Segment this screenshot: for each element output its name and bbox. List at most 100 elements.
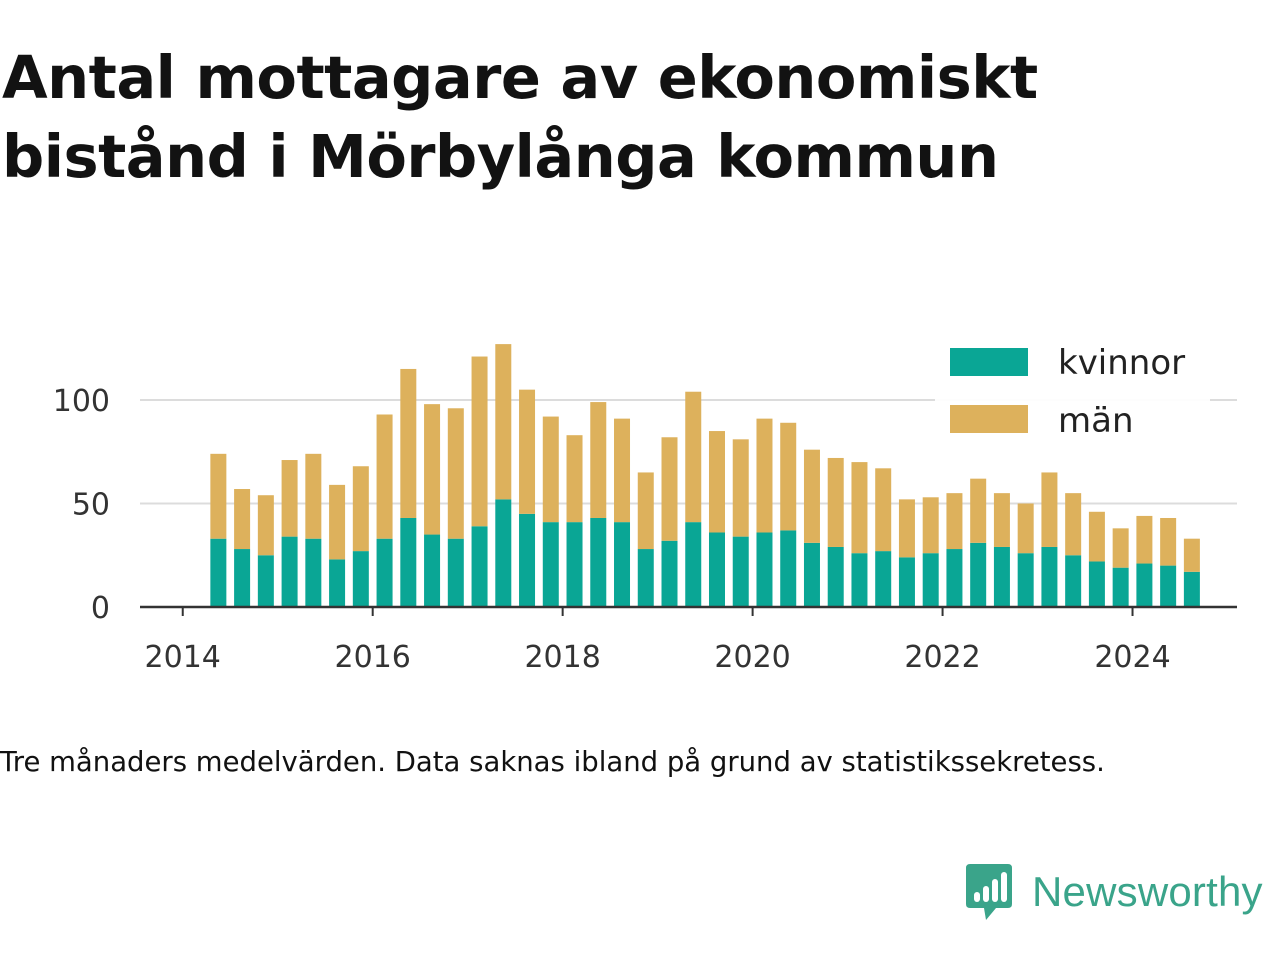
bar-kvinnor xyxy=(1088,561,1105,607)
bar-man xyxy=(1183,538,1200,572)
bar-man xyxy=(471,356,488,527)
title-line-1: Antal mottagare av ekonomiskt xyxy=(2,43,1038,112)
x-tick-label: 2024 xyxy=(1094,640,1170,675)
bar-man xyxy=(329,484,346,560)
bar-kvinnor xyxy=(708,532,725,607)
bar-man xyxy=(566,435,583,523)
bar-kvinnor xyxy=(376,538,393,607)
bar-kvinnor xyxy=(542,522,559,607)
bar-kvinnor xyxy=(1065,555,1082,607)
bar-man xyxy=(1088,511,1105,562)
bar-man xyxy=(400,368,417,518)
newsworthy-logo: Newsworthy xyxy=(964,862,1263,922)
bar-kvinnor xyxy=(827,546,844,607)
bar-man xyxy=(946,493,963,550)
bar-kvinnor xyxy=(993,546,1010,607)
bar-kvinnor xyxy=(922,553,939,607)
bar-kvinnor xyxy=(424,534,441,607)
bar-kvinnor xyxy=(780,530,797,607)
bar-kvinnor xyxy=(210,538,227,607)
chart-title: Antal mottagare av ekonomiskt bistånd i … xyxy=(2,38,1202,196)
footnote: Tre månaders medelvärden. Data saknas ib… xyxy=(0,746,1105,778)
bar-man xyxy=(590,402,607,518)
bar-man xyxy=(851,462,868,554)
bar-kvinnor xyxy=(851,553,868,607)
bar-man xyxy=(519,389,536,514)
x-tick-label: 2016 xyxy=(335,640,411,675)
bar-man xyxy=(257,495,274,556)
bar-man xyxy=(1112,528,1129,568)
bar-kvinnor xyxy=(281,536,298,607)
y-tick-label: 0 xyxy=(91,591,110,626)
bar-kvinnor xyxy=(471,526,488,607)
bar-man xyxy=(210,453,227,539)
bar-kvinnor xyxy=(447,538,464,607)
bar-kvinnor xyxy=(1160,565,1177,607)
bar-kvinnor xyxy=(685,522,702,607)
bar-kvinnor xyxy=(898,557,915,607)
y-axis: 0 50 100 xyxy=(53,384,110,626)
bar-man xyxy=(993,493,1010,547)
bar-chart-speech-bubble-icon xyxy=(966,864,1012,920)
bar-man xyxy=(756,418,773,533)
bar-man xyxy=(495,344,512,500)
bar-kvinnor xyxy=(234,549,251,607)
bar-man xyxy=(376,414,393,539)
bar-kvinnor xyxy=(400,517,417,607)
bar-man xyxy=(661,437,678,541)
bar-man xyxy=(708,431,725,533)
x-tick-label: 2022 xyxy=(904,640,980,675)
bar-man xyxy=(1041,472,1058,547)
brand-name: Newsworthy xyxy=(1032,868,1263,915)
bar-man xyxy=(352,466,369,552)
bar-man xyxy=(970,478,987,543)
bar-kvinnor xyxy=(875,551,892,607)
bar-man xyxy=(803,449,820,543)
bar-man xyxy=(898,499,915,558)
bar-kvinnor xyxy=(329,559,346,607)
bar-man xyxy=(827,457,844,547)
bar-man xyxy=(780,422,797,531)
legend-label-kvinnor: kvinnor xyxy=(1058,343,1185,383)
bar-kvinnor xyxy=(257,555,274,607)
bar-kvinnor xyxy=(566,522,583,607)
bar-kvinnor xyxy=(637,549,654,607)
bar-kvinnor xyxy=(352,551,369,607)
bar-man xyxy=(1017,503,1034,554)
y-tick-label: 50 xyxy=(72,488,110,523)
bar-kvinnor xyxy=(1183,571,1200,607)
bar-man xyxy=(281,460,298,537)
bar-kvinnor xyxy=(1136,563,1153,607)
x-tick-label: 2020 xyxy=(714,640,790,675)
bar-kvinnor xyxy=(756,532,773,607)
bar-man xyxy=(637,472,654,550)
bar-man xyxy=(447,408,464,539)
bar-man xyxy=(875,468,892,552)
bar-kvinnor xyxy=(1041,546,1058,607)
bar-kvinnor xyxy=(970,542,987,607)
y-tick-label: 100 xyxy=(53,384,110,419)
bar-man xyxy=(1136,515,1153,564)
bar-kvinnor xyxy=(803,542,820,607)
bar-man xyxy=(685,391,702,523)
bar-man xyxy=(305,453,322,539)
legend: kvinnor män xyxy=(935,340,1210,450)
bar-kvinnor xyxy=(1017,553,1034,607)
bar-man xyxy=(732,439,749,537)
x-tick-label: 2018 xyxy=(524,640,600,675)
bar-kvinnor xyxy=(519,513,536,607)
bars xyxy=(210,344,1200,607)
legend-swatch-kvinnor xyxy=(950,348,1028,376)
bar-man xyxy=(1160,517,1177,566)
legend-label-man: män xyxy=(1058,401,1134,441)
bar-kvinnor xyxy=(495,499,512,607)
x-tick-label: 2014 xyxy=(145,640,221,675)
bar-man xyxy=(542,416,559,523)
legend-swatch-man xyxy=(950,405,1028,433)
bar-kvinnor xyxy=(305,538,322,607)
bar-man xyxy=(234,489,251,550)
bar-kvinnor xyxy=(732,536,749,607)
x-axis: 2014 2016 2018 2020 2022 2024 xyxy=(140,605,1237,675)
bar-man xyxy=(424,404,441,535)
bar-kvinnor xyxy=(614,522,631,607)
